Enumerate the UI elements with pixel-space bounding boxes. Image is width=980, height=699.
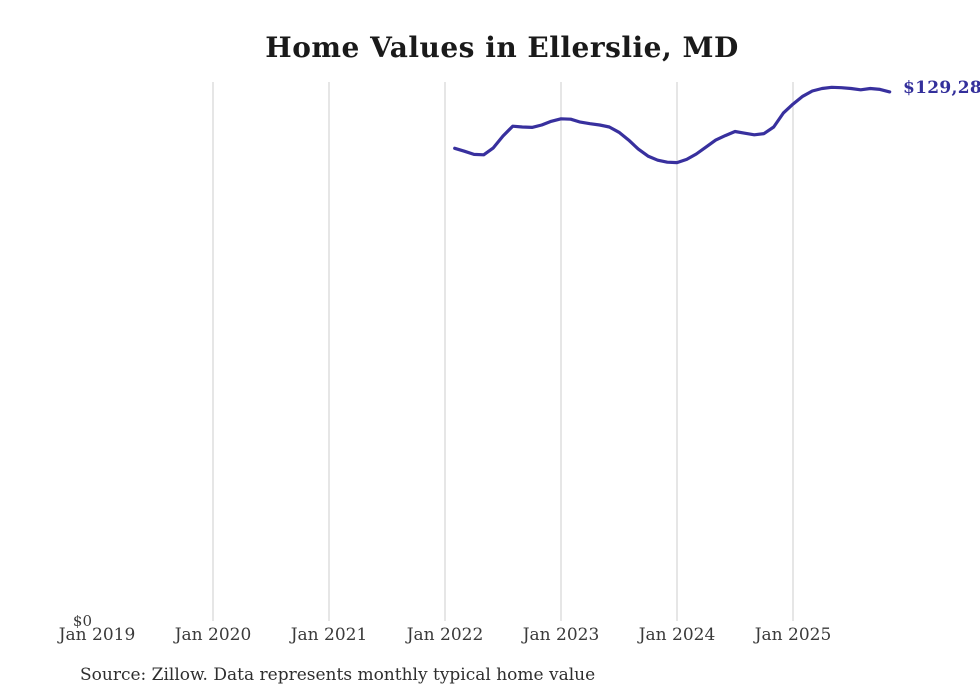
x-tick-jan-2019: Jan 2019	[57, 625, 136, 645]
y-tick-zero: $0	[73, 612, 92, 630]
vertical-gridlines	[212, 82, 794, 621]
chart-title: Home Values in Ellerslie, MD	[265, 31, 739, 64]
y-axis-zero-label: $0	[73, 612, 92, 630]
home-value-line-series	[453, 85, 892, 165]
x-tick-jan-2025: Jan 2025	[753, 625, 832, 645]
x-tick-jan-2023: Jan 2023	[521, 625, 600, 645]
x-tick-jan-2022: Jan 2022	[405, 625, 484, 645]
latest-value-label: $129,285	[903, 78, 980, 98]
x-axis-tick-labels: Jan 2019 Jan 2020 Jan 2021 Jan 2022 Jan 2023…	[57, 625, 832, 645]
x-tick-jan-2020: Jan 2020	[173, 625, 252, 645]
x-tick-jan-2021: Jan 2021	[289, 625, 368, 645]
source-attribution: Source: Zillow. Data represents monthly …	[80, 665, 596, 685]
x-tick-jan-2024: Jan 2024	[637, 625, 716, 645]
